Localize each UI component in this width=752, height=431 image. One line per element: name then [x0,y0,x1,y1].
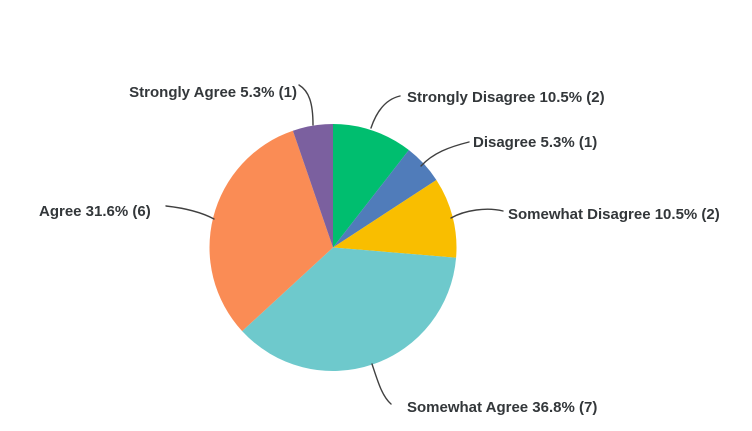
pie-slice-strongly-agree[interactable] [292,124,333,248]
leader-line-somewhat-disagree [450,208,504,219]
slice-label-somewhat-agree: Somewhat Agree 36.8% (7) [407,399,598,416]
slice-label-agree: Agree 31.6% (6) [39,203,151,220]
pie-slice-somewhat-disagree[interactable] [333,179,457,258]
pie-slice-agree[interactable] [209,130,333,332]
slice-label-disagree: Disagree 5.3% (1) [473,134,598,151]
pie-slice-somewhat-agree[interactable] [242,247,457,371]
leader-line-strongly-agree [298,84,314,126]
pie-slices [209,124,457,371]
leader-line-disagree [420,141,470,167]
slice-label-strongly-disagree: Strongly Disagree 10.5% (2) [407,89,605,106]
pie-slice-disagree[interactable] [333,150,437,248]
leader-line-strongly-disagree [370,95,401,129]
slice-label-strongly-agree: Strongly Agree 5.3% (1) [129,84,297,101]
slice-label-somewhat-disagree: Somewhat Disagree 10.5% (2) [508,206,720,223]
leader-line-agree [165,205,215,220]
pie-slice-strongly-disagree[interactable] [333,124,409,248]
leader-line-somewhat-agree [371,363,392,405]
leader-lines [165,84,504,405]
